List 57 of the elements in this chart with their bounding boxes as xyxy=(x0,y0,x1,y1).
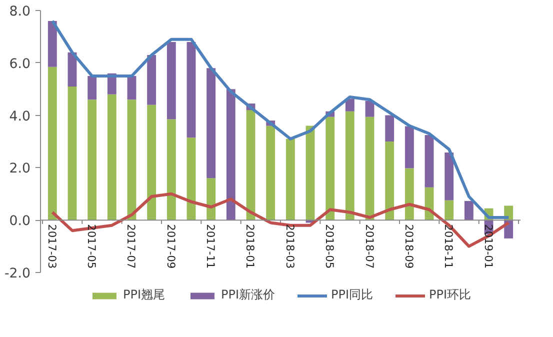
bar xyxy=(286,138,295,220)
bar xyxy=(326,116,335,220)
bar xyxy=(166,119,176,220)
x-tick-label: 2017-03 xyxy=(45,224,58,269)
bar xyxy=(48,66,57,220)
x-tick-label: 2018-03 xyxy=(283,224,296,269)
x-tick-label: 2017-09 xyxy=(164,224,178,269)
bar xyxy=(444,200,454,220)
y-tick-label: -2.0 xyxy=(4,266,31,282)
x-tick-label: 2018-09 xyxy=(402,224,416,269)
legend-label: PPI新涨价 xyxy=(220,286,275,304)
bar xyxy=(166,42,176,120)
bar xyxy=(68,86,77,220)
legend-label: PPI同比 xyxy=(331,286,374,304)
x-tick-label: 2018-01 xyxy=(244,224,257,269)
bar xyxy=(88,100,97,220)
legend-label: PPI翘尾 xyxy=(122,286,165,304)
bar xyxy=(246,110,256,220)
x-tick-label: 2017-05 xyxy=(85,224,98,269)
bar xyxy=(127,76,136,100)
y-tick-label: 0.0 xyxy=(9,214,31,230)
bar xyxy=(424,134,434,188)
bar xyxy=(266,126,276,220)
bar xyxy=(88,76,97,100)
bar xyxy=(127,100,136,220)
bar xyxy=(385,142,394,220)
y-tick-label: 4.0 xyxy=(9,109,31,124)
legend-label: PPI环比 xyxy=(429,286,472,304)
y-tick-label: 6.0 xyxy=(9,56,31,72)
bar xyxy=(385,115,394,142)
bar xyxy=(147,104,156,220)
line-series xyxy=(50,19,510,219)
bar xyxy=(226,89,236,220)
bar xyxy=(186,42,196,138)
bar xyxy=(206,178,216,220)
y-tick-label: 2.0 xyxy=(9,162,31,177)
bar xyxy=(404,168,414,220)
x-tick-label: 2018-07 xyxy=(362,224,376,269)
bar xyxy=(107,94,116,220)
bar xyxy=(206,68,216,178)
bar xyxy=(464,200,474,220)
bar xyxy=(365,100,374,117)
bar xyxy=(345,111,354,220)
x-tick-label: 2019-01 xyxy=(482,224,495,269)
x-tick-label: 2018-11 xyxy=(442,224,456,269)
bar xyxy=(345,98,354,112)
bar xyxy=(444,152,454,200)
bar xyxy=(365,116,374,220)
x-tick-label: 2017-07 xyxy=(124,224,138,269)
y-tick-label: 8.0 xyxy=(9,4,31,20)
bar xyxy=(186,138,196,220)
x-tick-label: 2018-05 xyxy=(323,224,336,269)
bar xyxy=(147,55,156,105)
bar xyxy=(48,20,57,67)
bar xyxy=(306,126,315,220)
x-tick-label: 2017-11 xyxy=(204,224,218,269)
bar xyxy=(404,126,414,168)
